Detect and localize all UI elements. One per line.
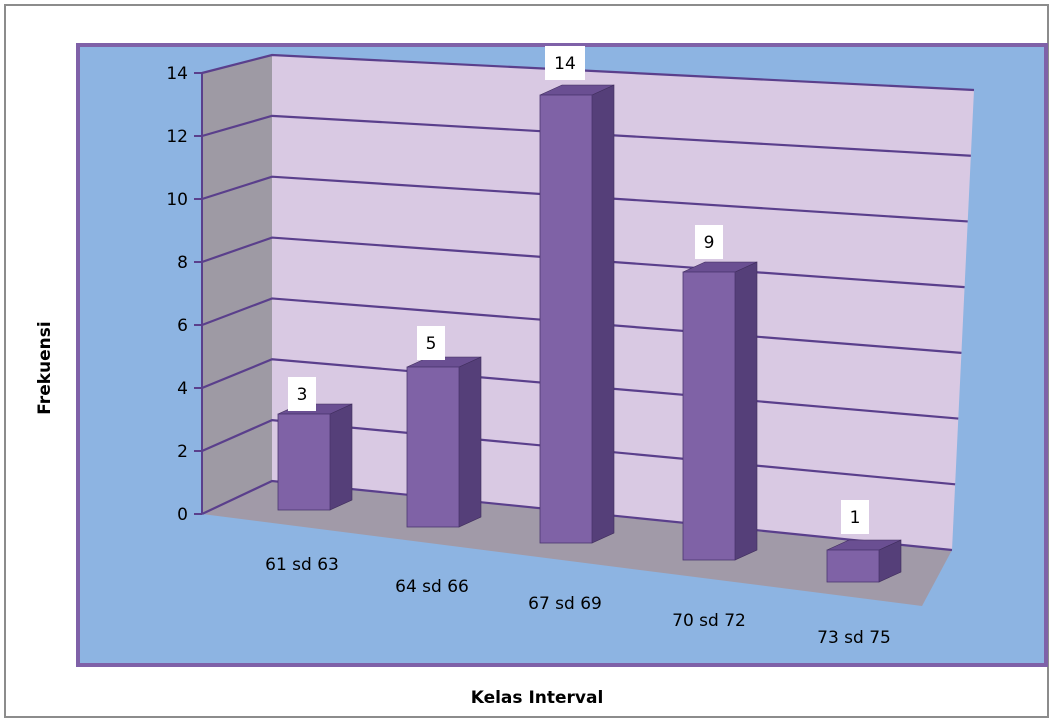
bar: [682, 261, 758, 561]
gridline: [201, 175, 968, 223]
category-labels: 61 sd 63 64 sd 66 67 sd 69 70 sd 72 73 sd 75: [265, 555, 891, 648]
x-tick-label: 70 sd 72: [672, 611, 746, 631]
y-axis-title: Frekuensi: [35, 321, 55, 414]
bar-front: [826, 549, 880, 583]
data-label-box: [417, 326, 445, 360]
x-tick-label: 73 sd 75: [817, 628, 891, 648]
bars: 3 5 14 9 1: [277, 46, 902, 583]
bar-side: [458, 356, 482, 528]
y-axis-ticks: 0 2 4 6 8 10 12 14: [166, 64, 203, 525]
bar-front: [406, 366, 460, 528]
data-label-box: [841, 500, 869, 534]
bar-side: [329, 403, 353, 511]
bar-side: [734, 261, 758, 561]
y-tick-label: 0: [177, 505, 188, 525]
x-tick-label: 64 sd 66: [395, 577, 469, 597]
bar: [826, 539, 902, 583]
data-label: 5: [426, 334, 437, 354]
chart-frame: 0 2 4 6 8 10 12 14 3 5 14 9 1 61 sd 63 64 sd 66 67 sd…: [4, 4, 1049, 718]
y-tick-label: 12: [166, 127, 188, 147]
bar-front: [539, 94, 593, 544]
data-label-box: [545, 46, 585, 80]
floor: [202, 481, 952, 606]
x-tick-label: 67 sd 69: [528, 594, 602, 614]
data-label-box: [695, 225, 723, 259]
y-tick-label: 14: [166, 64, 188, 84]
y-tick-label: 10: [166, 190, 188, 210]
bar-side: [591, 84, 615, 544]
bar: [539, 84, 615, 544]
data-label: 9: [704, 233, 715, 253]
side-wall: [202, 55, 272, 514]
x-axis-title: Kelas Interval: [471, 688, 604, 708]
bar-front: [277, 413, 331, 511]
data-label-box: [288, 377, 316, 411]
gridline: [201, 53, 975, 92]
bar-front: [682, 271, 736, 561]
bar: [277, 403, 353, 511]
chart-svg: 0 2 4 6 8 10 12 14 3 5 14 9 1 61 sd 63 64 sd 66 67 sd…: [35, 43, 1048, 708]
data-label: 1: [850, 508, 861, 528]
y-tick-label: 4: [177, 379, 188, 399]
y-tick-label: 2: [177, 442, 188, 462]
gridline: [201, 114, 971, 157]
y-tick-label: 6: [177, 316, 188, 336]
data-label: 3: [297, 385, 308, 405]
bar: [406, 356, 482, 528]
data-label: 14: [554, 54, 576, 74]
x-tick-label: 61 sd 63: [265, 555, 339, 575]
y-tick-label: 8: [177, 253, 188, 273]
